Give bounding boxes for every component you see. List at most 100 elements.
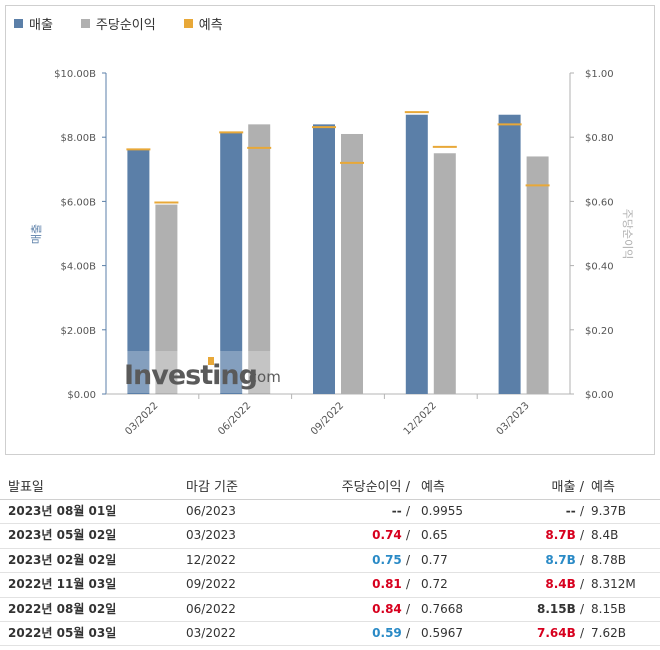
row-revenue: 8.7B — [545, 552, 576, 567]
legend-item-eps[interactable]: 주당순이익 — [80, 14, 156, 33]
x-tick-label: 03/2023 — [495, 400, 532, 437]
header-eps-slash: / — [405, 480, 410, 495]
row-eps-forecast: 0.9955 — [421, 504, 463, 518]
investing-logo: Investing — [124, 360, 257, 391]
row-revenue-cell: 8.7B / — [545, 524, 584, 547]
right-axis-title: 주당순이익 — [621, 209, 634, 260]
table-row: 2023년 08월 01일 06/2023 -- / 0.9955 -- / 9.37B — [0, 500, 660, 525]
revenue-swatch-icon — [14, 19, 23, 28]
revenue-bar — [313, 124, 335, 395]
table-header: 발표일 마감 기준 주당순이익 / 예측 매출 / 예측 — [0, 477, 660, 500]
row-eps-slash: / — [405, 577, 410, 592]
row-date: 2023년 08월 01일 — [8, 504, 117, 518]
header-revenue-slash: / — [579, 480, 584, 495]
table-row: 2023년 02월 02일 12/2022 0.75 / 0.77 8.7B / 8.78… — [0, 549, 660, 574]
header-eps: 주당순이익 / — [342, 477, 410, 499]
row-eps-cell: 0.84 / — [372, 598, 410, 621]
eps-bar — [248, 124, 271, 395]
row-revenue: 8.4B — [545, 577, 576, 592]
row-revenue-slash: / — [579, 528, 584, 543]
row-eps: 0.75 — [372, 552, 402, 567]
chart-legend: 매출 주당순이익 예측 — [14, 14, 223, 33]
row-revenue-forecast: 9.37B — [591, 504, 626, 518]
row-eps-forecast: 0.77 — [421, 552, 448, 567]
forecast-swatch-icon — [183, 19, 193, 28]
row-revenue: -- — [565, 504, 576, 518]
right-tick-label: $0.60 — [585, 197, 614, 208]
left-axis-title: 매출 — [30, 224, 43, 244]
row-revenue-slash: / — [579, 625, 584, 640]
row-eps-forecast: 0.5967 — [421, 625, 463, 640]
row-period: 09/2022 — [186, 577, 236, 592]
header-period: 마감 기준 — [186, 480, 238, 495]
right-tick-label: $0.00 — [585, 390, 614, 401]
earnings-chart-panel: $0.00 $2.00B $4.00B $6.00B $8.00B $10.00B $0.0… — [5, 5, 655, 455]
row-eps-slash: / — [405, 552, 410, 567]
row-revenue-slash: / — [579, 504, 584, 518]
table-body: 2023년 08월 01일 06/2023 -- /0.9955 -- /9.37B 2… — [0, 500, 660, 647]
row-eps: 0.81 — [372, 577, 402, 592]
left-tick-label: $0.00 — [67, 390, 96, 401]
row-eps-cell: -- / — [392, 500, 410, 523]
row-eps-forecast: 0.65 — [421, 528, 448, 543]
x-tick-label: 03/2022 — [123, 400, 160, 437]
table-row: 2022년 11월 03일 09/2022 0.81 / 0.72 8.4B / 8.31… — [0, 573, 660, 598]
row-eps: -- — [391, 504, 402, 518]
row-eps-cell: 0.74 / — [372, 524, 410, 547]
row-period: 12/2022 — [186, 552, 236, 567]
row-period: 03/2023 — [186, 528, 236, 543]
x-tick-label: 06/2022 — [216, 400, 253, 437]
legend-label-eps: 주당순이익 — [95, 18, 156, 33]
row-date: 2023년 05월 02일 — [8, 528, 117, 543]
header-revenue-forecast: 예측 — [591, 480, 615, 495]
row-revenue-slash: / — [579, 601, 584, 616]
row-eps: 0.84 — [372, 601, 402, 616]
right-tick-label: $0.40 — [585, 262, 614, 273]
row-period: 03/2022 — [186, 625, 236, 640]
eps-bar — [155, 204, 178, 394]
row-revenue-slash: / — [579, 552, 584, 567]
row-revenue-cell: -- / — [566, 500, 584, 523]
row-eps-cell: 0.75 / — [372, 549, 410, 572]
left-tick-label: $10.00B — [54, 69, 96, 80]
header-revenue: 매출 / — [552, 477, 584, 499]
row-eps-slash: / — [405, 528, 410, 543]
legend-item-revenue[interactable]: 매출 — [14, 14, 53, 33]
row-eps-forecast: 0.7668 — [421, 601, 463, 616]
row-eps-cell: 0.59 / — [372, 622, 410, 645]
row-revenue-forecast: 8.312M — [591, 577, 636, 592]
row-eps-slash: / — [405, 625, 410, 640]
revenue-bar — [405, 114, 428, 394]
row-revenue-slash: / — [579, 577, 584, 592]
left-tick-label: $2.00B — [61, 326, 97, 337]
earnings-chart: $0.00 $2.00B $4.00B $6.00B $8.00B $10.00B $0.0… — [30, 69, 634, 437]
earnings-table: 발표일 마감 기준 주당순이익 / 예측 매출 / 예측 2023년 08월 0… — [0, 477, 660, 647]
investing-logo-suffix: .com — [244, 368, 281, 386]
table-row: 2022년 08월 02일 06/2022 0.84 /0.7668 8.15B /8… — [0, 598, 660, 622]
header-date: 발표일 — [8, 480, 44, 495]
x-tick-label: 09/2022 — [309, 400, 346, 437]
left-tick-label: $6.00B — [61, 197, 97, 208]
row-revenue-forecast: 8.78B — [591, 552, 626, 567]
revenue-bar — [127, 148, 150, 394]
table-row: 2022년 05월 03일 03/2022 0.59 /0.5967 7.64B /7… — [0, 622, 660, 647]
legend-item-forecast[interactable]: 예측 — [183, 14, 223, 33]
row-eps: 0.74 — [372, 528, 402, 543]
row-revenue-cell: 7.64B / — [537, 622, 584, 645]
investing-logo-accent-icon — [208, 357, 214, 365]
header-revenue-label: 매출 — [551, 480, 576, 495]
row-eps-forecast: 0.72 — [421, 577, 448, 592]
row-revenue-cell: 8.15B / — [537, 598, 584, 621]
row-revenue-forecast: 7.62B — [591, 625, 626, 640]
row-revenue-forecast: 8.15B — [591, 601, 626, 616]
row-date: 2022년 11월 03일 — [8, 577, 117, 592]
right-tick-label: $0.80 — [585, 133, 614, 144]
legend-label-forecast: 예측 — [198, 18, 223, 33]
left-tick-label: $8.00B — [61, 133, 97, 144]
header-eps-forecast: 예측 — [421, 480, 445, 495]
row-eps-cell: 0.81 / — [372, 573, 410, 596]
row-date: 2023년 02월 02일 — [8, 552, 117, 567]
revenue-bar — [498, 114, 521, 394]
x-tick-label: 12/2022 — [402, 400, 439, 437]
row-revenue: 8.7B — [545, 528, 576, 543]
